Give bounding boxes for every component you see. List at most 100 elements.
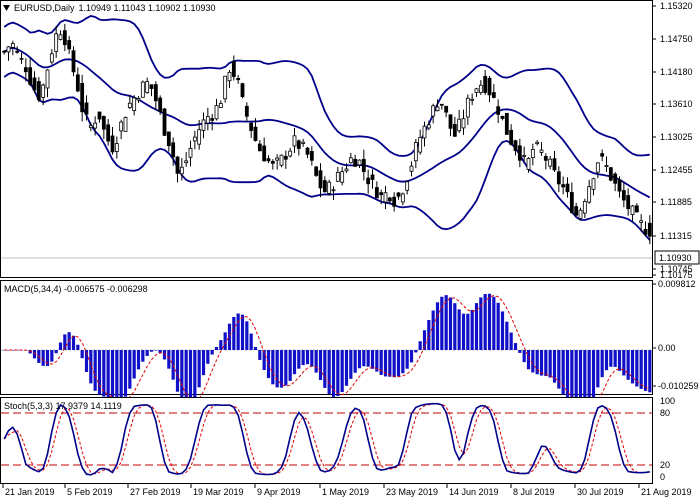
candle-body xyxy=(257,143,262,152)
candle-body xyxy=(279,154,284,166)
macd-bar xyxy=(448,297,453,350)
candle-body xyxy=(309,151,314,161)
candle-body xyxy=(84,102,89,115)
time-tick-label: 27 Feb 2019 xyxy=(130,487,181,497)
candle-body xyxy=(392,196,397,207)
macd-bar xyxy=(366,350,370,367)
candle-body xyxy=(327,181,332,194)
price-tick-label: 1.11315 xyxy=(660,231,692,241)
macd-bar xyxy=(561,350,565,395)
macd-bar xyxy=(188,350,193,405)
macd-bar xyxy=(613,350,617,367)
candle-body xyxy=(110,135,115,153)
macd-bar xyxy=(340,350,344,393)
candle-body xyxy=(569,192,574,213)
macd-bar xyxy=(158,350,162,354)
time-tick-label: 23 May 2019 xyxy=(386,487,438,497)
macd-bar xyxy=(84,350,89,372)
macd-bar xyxy=(435,302,440,350)
candle-body xyxy=(175,156,180,174)
stochastic-panel[interactable]: Stoch(5,3,3) 17.9379 14.1119 100 80 20 0 xyxy=(0,396,676,484)
macd-bar xyxy=(409,350,414,363)
price-tick-label: 1.13025 xyxy=(660,132,693,142)
candle-body xyxy=(166,131,171,147)
macd-bar xyxy=(405,350,409,369)
time-tick-label: 5 Feb 2019 xyxy=(67,487,113,497)
macd-bar xyxy=(197,350,201,388)
macd-bar xyxy=(457,309,461,350)
macd-bar xyxy=(609,350,613,367)
macd-bar xyxy=(600,350,604,378)
macd-tick-label: 0.00 xyxy=(658,343,676,353)
macd-bar xyxy=(418,341,422,350)
time-tick-label: 30 Jul 2019 xyxy=(577,487,624,497)
price-candles xyxy=(2,23,652,245)
candle-body xyxy=(621,190,626,201)
candle-body xyxy=(244,105,249,117)
macd-bar xyxy=(539,350,544,376)
macd-bar xyxy=(548,350,552,378)
candle-body xyxy=(587,186,592,203)
macd-bar xyxy=(544,350,548,376)
candle-body xyxy=(80,83,85,113)
stoch-tick-label: 20 xyxy=(660,460,670,470)
macd-bar xyxy=(102,350,106,397)
candle-body xyxy=(426,124,431,129)
candle-body xyxy=(149,84,154,89)
macd-bar xyxy=(379,350,383,375)
candle-body xyxy=(10,43,15,48)
macd-panel[interactable]: MACD(5,34,4) -0.006575 -0.006298 0.00981… xyxy=(0,279,699,414)
candle-body xyxy=(75,74,80,92)
candle-body xyxy=(639,220,644,223)
candle-body xyxy=(504,112,509,135)
macd-bar xyxy=(214,346,219,350)
candle-body xyxy=(23,67,28,73)
macd-bar xyxy=(643,350,648,391)
macd-bar xyxy=(401,350,405,374)
candle-body xyxy=(431,105,436,117)
candle-body xyxy=(630,205,635,215)
time-tick-label: 1 May 2019 xyxy=(322,487,369,497)
candle-body xyxy=(54,33,59,52)
main-panel[interactable]: EURUSD,Daily 1.10949 1.11043 1.10902 1.10… xyxy=(0,0,700,281)
macd-bar xyxy=(145,350,149,356)
candle-body xyxy=(205,116,210,124)
candle-body xyxy=(184,160,189,164)
candle-body xyxy=(604,165,609,167)
candle-body xyxy=(452,124,457,137)
candle-body xyxy=(600,153,605,157)
candle-body xyxy=(513,140,518,151)
candle-body xyxy=(322,180,327,193)
macd-bar xyxy=(344,350,349,386)
time-tick-label: 9 Apr 2019 xyxy=(257,487,301,497)
macd-bar xyxy=(444,295,448,350)
macd-bar xyxy=(310,350,314,367)
macd-bar xyxy=(297,350,301,369)
macd-bar xyxy=(210,350,214,355)
price-tick-label: 1.11885 xyxy=(660,197,692,207)
candle-body xyxy=(318,170,323,189)
candle-body xyxy=(201,119,206,131)
macd-bar xyxy=(487,293,492,350)
macd-bar xyxy=(41,350,45,366)
candle-body xyxy=(6,46,11,53)
candle-body xyxy=(58,34,63,40)
candle-body xyxy=(608,167,613,181)
candle-body xyxy=(140,81,145,98)
macd-bar xyxy=(45,350,50,366)
price-axis: 1.15320 1.14750 1.14180 1.13610 1.13025 1.124… xyxy=(652,1,693,280)
macd-bar xyxy=(431,310,435,350)
candle-body xyxy=(218,103,223,108)
stoch-main-line xyxy=(3,402,650,476)
macd-bar xyxy=(565,350,570,401)
macd-bar xyxy=(630,350,635,384)
candle-body xyxy=(483,75,488,93)
macd-bar xyxy=(284,350,288,386)
chart-menu-icon[interactable] xyxy=(3,5,10,11)
macd-bar xyxy=(552,350,557,383)
macd-bar xyxy=(483,293,487,350)
macd-bar xyxy=(71,335,76,350)
macd-bar xyxy=(362,350,366,367)
candle-body xyxy=(448,114,453,129)
macd-bar xyxy=(327,350,331,395)
